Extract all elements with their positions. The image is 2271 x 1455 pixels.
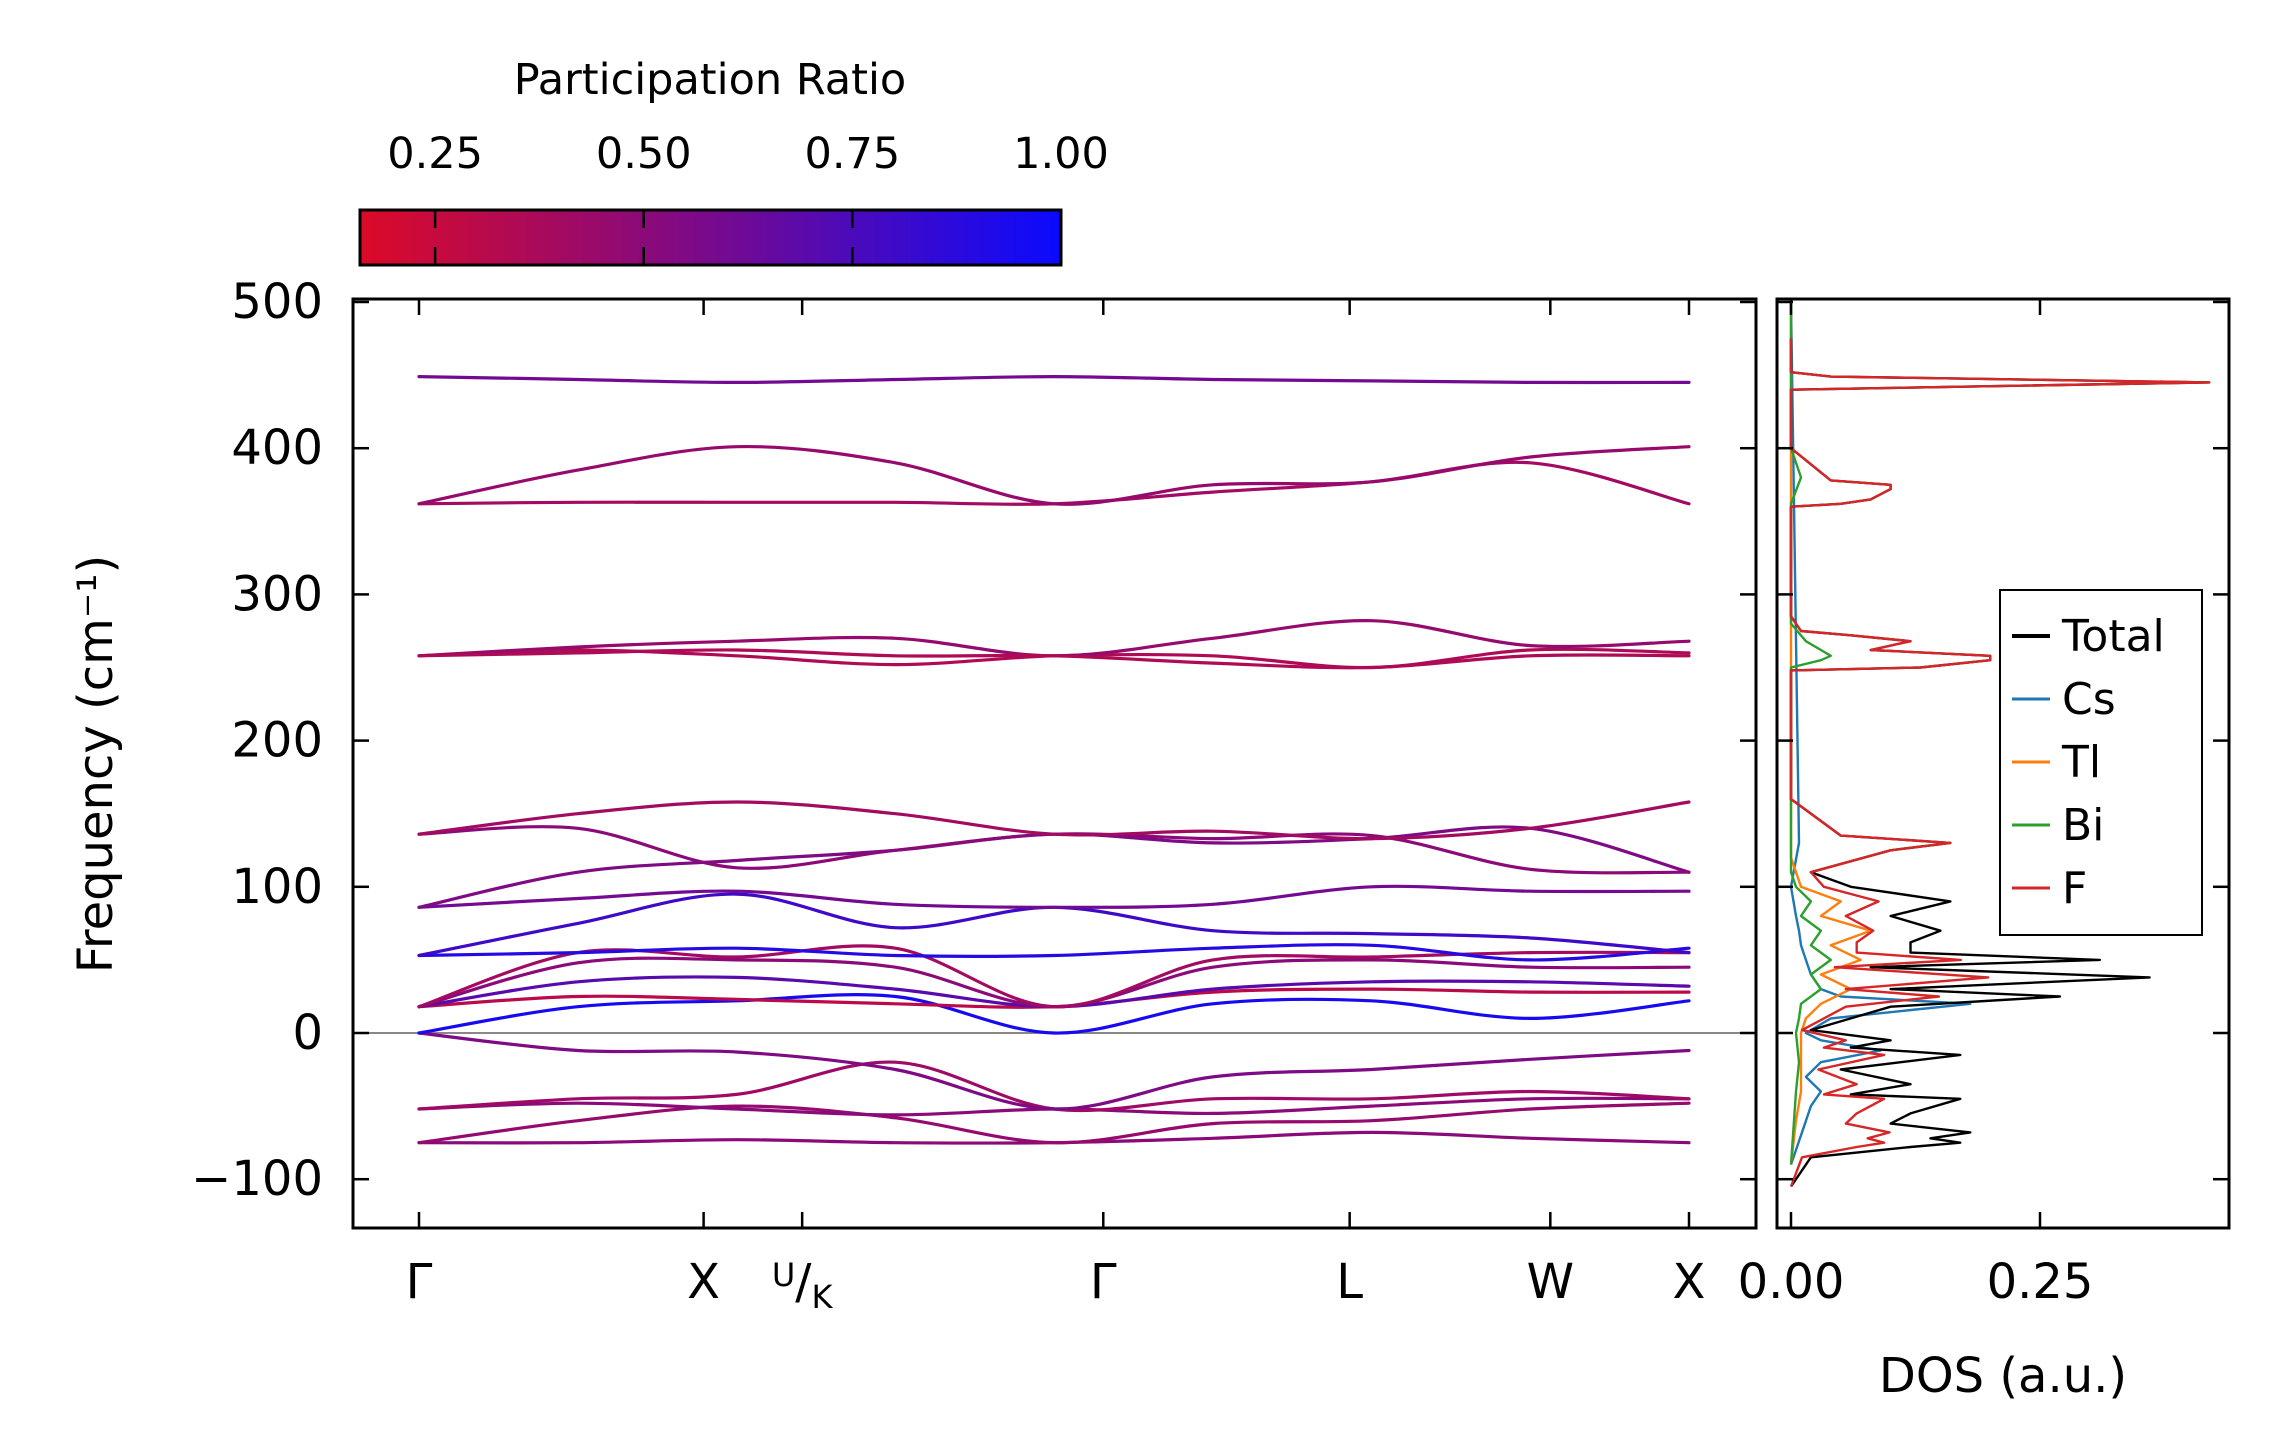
- kpoint-label: U/K: [772, 1254, 834, 1316]
- phonon-band-line: [417, 375, 1691, 385]
- phonon-band-line: [417, 884, 1691, 909]
- band-y-tick-label: 200: [231, 713, 323, 769]
- phonon-band-line: [417, 1031, 1691, 1111]
- band-y-tick-label: 100: [231, 859, 323, 915]
- phonon-band-line: [417, 892, 1691, 958]
- kpoint-label: L: [1336, 1254, 1363, 1310]
- band-structure-panel: −100 0 100 200 300 400 500 Γ X U/K Γ L W X Frequency…: [68, 274, 1758, 1316]
- phonon-band-line: [417, 993, 1691, 1035]
- dos-panel: 0.00 0.25 DOS (a.u.): [1738, 297, 2231, 1404]
- phonon-band-line: [417, 800, 1691, 841]
- phonon-band-line: [417, 460, 1691, 506]
- dos-x-tick-label: 0.25: [1987, 1254, 2094, 1310]
- colorbar-tick-label: 0.25: [387, 129, 483, 179]
- band-axes-frame: [351, 297, 1758, 1230]
- colorbar-tick-label: 0.50: [596, 129, 692, 179]
- phonon-band-line: [417, 1101, 1691, 1145]
- kpoint-label: X: [687, 1254, 720, 1310]
- legend-label: Bi: [2062, 800, 2104, 851]
- band-y-axis-label: Frequency (cm⁻¹): [68, 555, 124, 973]
- legend-label: Tl: [2061, 737, 2101, 788]
- colorbar-label: Participation Ratio: [514, 55, 907, 105]
- colorbar: Participation Ratio 0.25 0.50 0.75 1.00: [358, 55, 1109, 267]
- legend-label: Total: [2061, 611, 2165, 662]
- band-y-tick-label: −100: [191, 1151, 323, 1207]
- colorbar-gradient: [358, 208, 1063, 267]
- phonon-band-line: [417, 943, 1691, 962]
- phonon-band-line: [417, 648, 1691, 670]
- kpoint-label: X: [1673, 1254, 1706, 1310]
- legend-label: F: [2062, 863, 2087, 914]
- dos-x-tick-label: 0.00: [1738, 1254, 1845, 1310]
- kpoint-label: W: [1527, 1254, 1574, 1310]
- dos-line-cs: [1789, 301, 1972, 1165]
- dos-x-axis-label: DOS (a.u.): [1879, 1348, 2127, 1404]
- phonon-band-line: [417, 444, 1691, 506]
- legend-label: Cs: [2062, 674, 2116, 725]
- dos-legend: Total Cs Tl Bi F: [1999, 589, 2203, 936]
- dos-axes-frame: [1775, 297, 2231, 1230]
- kpoint-label: Γ: [1090, 1254, 1117, 1310]
- colorbar-tick-label: 1.00: [1013, 129, 1109, 179]
- kpoint-label: Γ: [406, 1254, 433, 1310]
- dos-line-f: [1789, 338, 2211, 1187]
- dos-line-tl: [1789, 302, 1872, 1165]
- band-y-tick-label: 400: [231, 420, 323, 476]
- colorbar-tick-label: 0.75: [804, 129, 900, 179]
- band-y-tick-label: 500: [231, 274, 323, 330]
- band-y-tick-label: 0: [292, 1005, 323, 1061]
- band-y-tick-label: 300: [231, 566, 323, 622]
